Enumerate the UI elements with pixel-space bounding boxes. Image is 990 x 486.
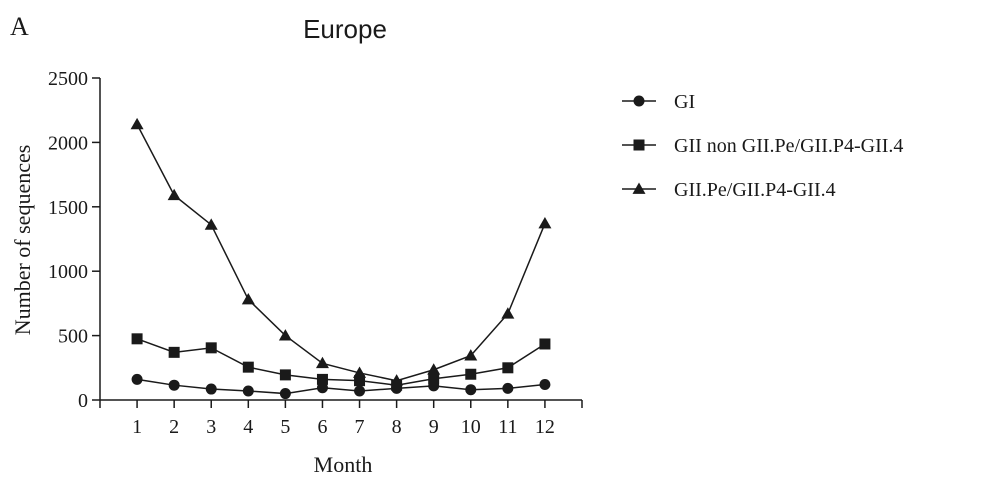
x-tick-label: 4	[243, 416, 253, 438]
legend-entry: GII non GII.Pe/GII.P4-GII.4	[622, 135, 903, 157]
data-point-circle	[279, 388, 291, 400]
series-line	[136, 338, 546, 386]
panel-label: A	[10, 12, 29, 41]
legend-label: GII.Pe/GII.P4-GII.4	[674, 179, 836, 201]
data-point-square	[205, 342, 217, 354]
legend: GI GII non GII.Pe/GII.P4-GII.4 GII.Pe/GII.…	[622, 91, 903, 201]
y-tick-label: 0	[78, 390, 88, 412]
data-point-circle	[131, 373, 143, 385]
x-tick-label: 8	[392, 416, 402, 438]
data-point-circle	[168, 379, 180, 391]
x-tick-label: 1	[132, 416, 142, 438]
data-point-circle	[242, 385, 254, 397]
data-point-triangle	[278, 329, 292, 341]
data-point-triangle	[464, 349, 478, 361]
data-point-circle	[539, 379, 551, 391]
x-tick-label: 5	[280, 416, 290, 438]
data-point-square	[279, 369, 291, 381]
series-layer	[130, 117, 552, 400]
data-point-circle	[502, 382, 514, 394]
data-point-square	[131, 333, 143, 345]
y-tick-label: 2000	[48, 132, 88, 154]
data-point-triangle	[427, 363, 441, 375]
x-axis-label: Month	[314, 452, 373, 477]
data-point-triangle	[315, 356, 329, 369]
chart-title: Europe	[303, 14, 387, 44]
data-point-circle	[465, 384, 477, 396]
data-point-square	[354, 375, 366, 387]
x-tick-label: 11	[498, 416, 517, 438]
data-point-triangle	[353, 366, 367, 378]
data-point-triangle	[632, 182, 646, 194]
data-point-square	[502, 362, 514, 374]
x-tick-label: 7	[355, 416, 365, 438]
legend-entry: GII.Pe/GII.P4-GII.4	[622, 179, 836, 201]
x-tick-label: 12	[535, 416, 555, 438]
data-point-square	[633, 139, 645, 151]
series-2	[131, 333, 551, 391]
data-point-triangle	[501, 307, 515, 319]
series-line	[136, 378, 546, 395]
y-axis-label: Number of sequences	[10, 145, 35, 336]
series-1	[131, 373, 551, 400]
data-point-square	[539, 338, 551, 350]
x-tick-label: 6	[317, 416, 327, 438]
data-point-circle	[633, 95, 645, 107]
data-point-square	[428, 373, 440, 385]
data-point-square	[465, 368, 477, 380]
y-tick-label: 500	[58, 326, 88, 348]
data-point-square	[316, 373, 328, 385]
data-point-square	[168, 346, 180, 358]
x-tick-label: 9	[429, 416, 439, 438]
x-tick-label: 10	[461, 416, 481, 438]
y-tick-label: 1000	[48, 261, 88, 283]
data-point-circle	[316, 382, 328, 394]
series-line	[136, 124, 546, 382]
x-tick-label: 2	[169, 416, 179, 438]
data-point-triangle	[204, 218, 218, 230]
data-point-triangle	[241, 293, 255, 305]
series-3	[130, 117, 552, 386]
data-point-circle	[205, 383, 217, 395]
data-point-square	[242, 361, 254, 373]
data-point-triangle	[390, 374, 404, 386]
data-point-triangle	[130, 117, 144, 130]
legend-label: GII non GII.Pe/GII.P4-GII.4	[674, 135, 903, 157]
y-tick-label: 1500	[48, 197, 88, 219]
data-point-triangle	[167, 188, 181, 201]
x-tick-label: 3	[206, 416, 216, 438]
legend-entry: GI	[622, 91, 695, 113]
legend-label: GI	[674, 91, 695, 113]
data-point-circle	[354, 385, 366, 397]
data-point-triangle	[538, 217, 552, 229]
y-tick-label: 2500	[48, 68, 88, 90]
